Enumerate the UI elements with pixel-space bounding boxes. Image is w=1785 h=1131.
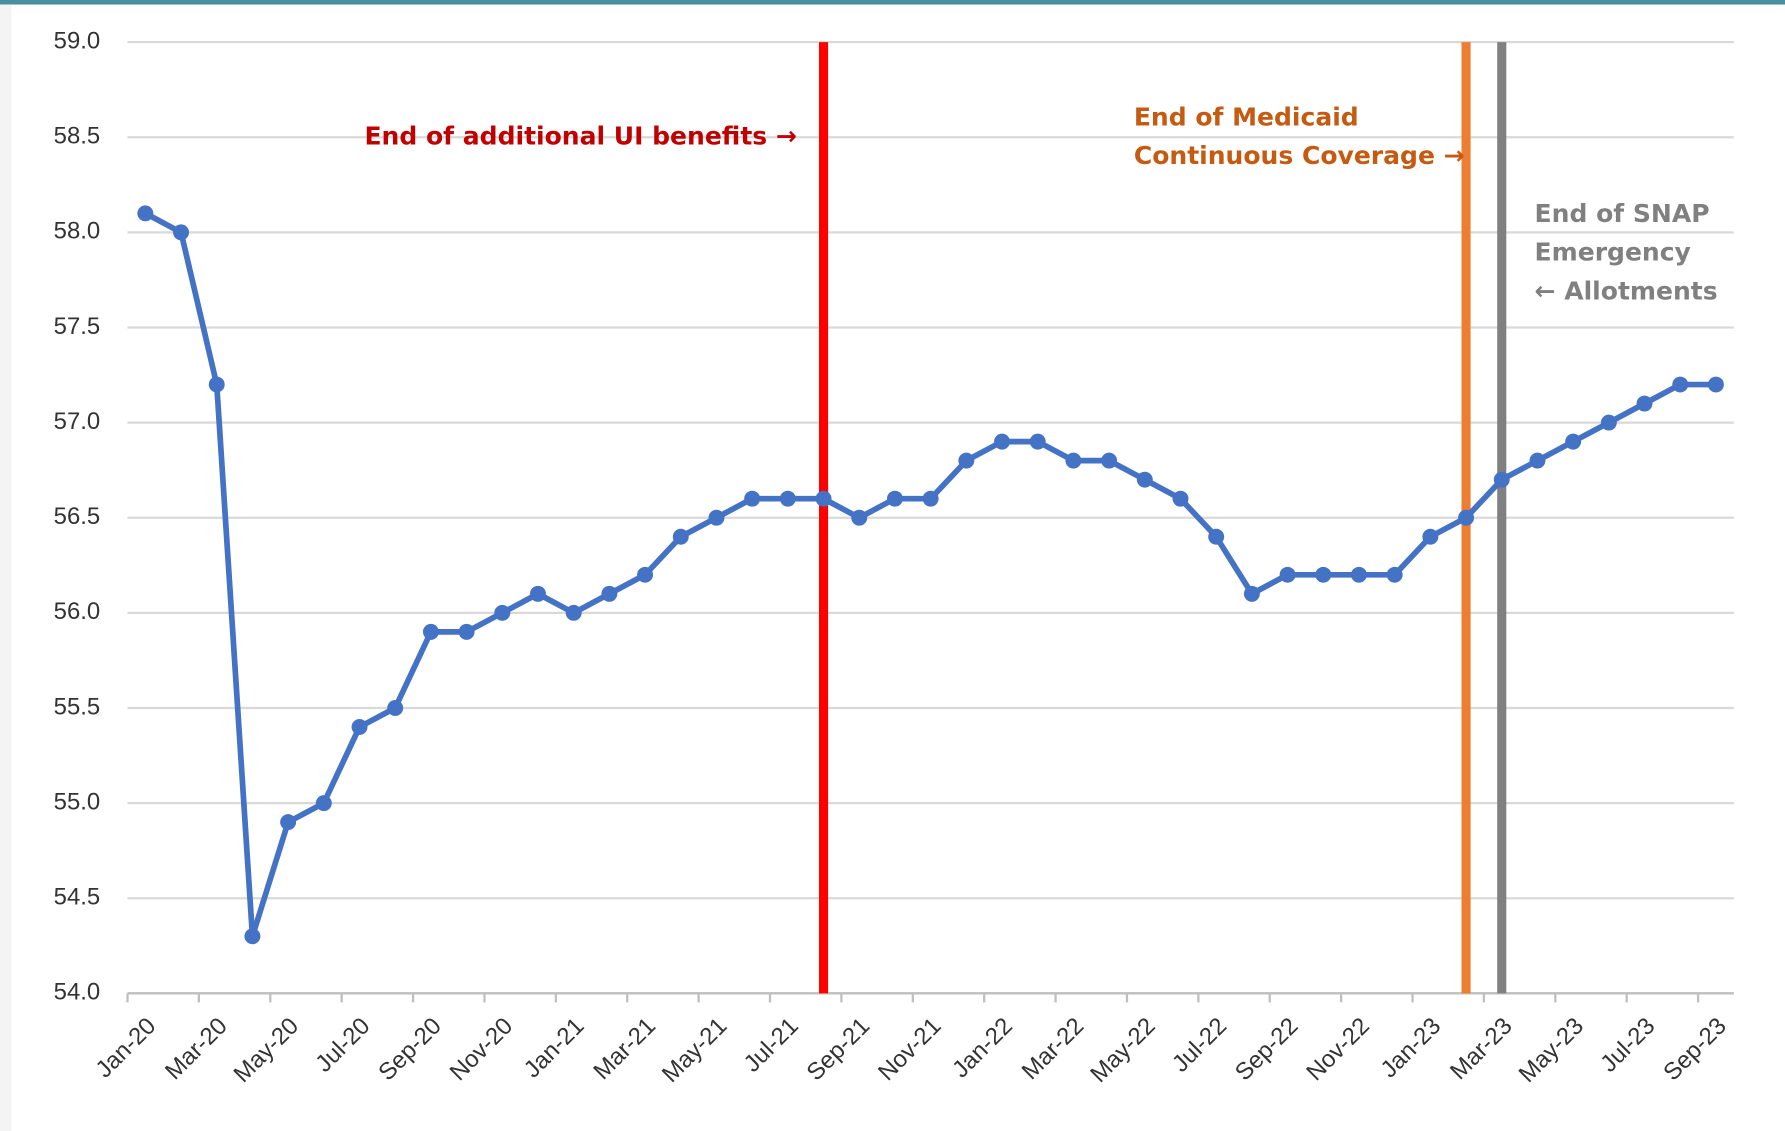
data-point — [1707, 376, 1724, 393]
data-point — [815, 490, 832, 507]
data-point — [1600, 414, 1617, 431]
top-border — [0, 0, 1785, 5]
data-point — [1351, 566, 1367, 583]
data-point — [886, 490, 903, 507]
data-point — [1279, 566, 1296, 583]
data-point — [315, 795, 332, 812]
data-point — [1636, 395, 1653, 412]
y-tick-label: 59.0 — [54, 27, 101, 54]
y-tick-label: 55.5 — [54, 693, 101, 720]
data-point — [1386, 566, 1403, 583]
data-point — [1029, 433, 1046, 450]
data-point — [744, 490, 761, 507]
data-point — [958, 452, 975, 469]
data-point — [530, 585, 546, 602]
data-point — [637, 566, 654, 583]
data-point — [280, 814, 297, 831]
data-point — [922, 490, 939, 507]
y-tick-label: 54.5 — [54, 884, 101, 911]
data-point — [173, 224, 190, 241]
data-point — [1529, 452, 1546, 469]
data-point — [672, 528, 689, 545]
data-point — [387, 699, 404, 716]
data-point — [1565, 433, 1582, 450]
y-tick-label: 57.5 — [54, 313, 101, 340]
data-point — [1208, 528, 1225, 545]
data-point — [779, 490, 796, 507]
data-point — [1315, 566, 1332, 583]
data-point — [994, 433, 1010, 450]
y-tick-label: 58.5 — [54, 123, 101, 150]
annotation: End of Medicaid — [1134, 102, 1359, 131]
data-point — [565, 604, 582, 621]
annotation: Continuous Coverage → — [1134, 141, 1465, 170]
y-tick-label: 56.0 — [54, 598, 101, 625]
data-point — [137, 205, 154, 222]
annotation: End of additional UI benefits → — [364, 122, 796, 151]
data-point — [1172, 490, 1189, 507]
data-point — [1422, 528, 1439, 545]
y-tick-label: 58.0 — [54, 218, 101, 245]
y-tick-label: 54.0 — [54, 979, 101, 1006]
data-point — [244, 928, 261, 945]
data-point — [1065, 452, 1082, 469]
annotation: Emergency — [1535, 238, 1691, 267]
data-point — [1243, 585, 1260, 602]
data-point — [601, 585, 618, 602]
data-point — [494, 604, 511, 621]
data-point — [1136, 471, 1153, 488]
data-point — [351, 719, 368, 735]
left-border — [0, 4, 12, 1131]
annotation: ← Allotments — [1535, 276, 1718, 305]
data-point — [1672, 376, 1689, 393]
data-point — [1493, 471, 1510, 488]
data-point — [208, 376, 225, 393]
data-point — [851, 509, 868, 526]
y-tick-label: 56.5 — [54, 503, 101, 530]
y-tick-label: 55.0 — [54, 788, 101, 815]
data-point — [708, 509, 725, 526]
data-point — [1458, 509, 1475, 526]
y-tick-label: 57.0 — [54, 408, 101, 435]
data-point — [422, 623, 439, 640]
data-point — [1101, 452, 1118, 469]
data-point — [458, 623, 475, 640]
annotation: End of SNAP — [1535, 199, 1710, 228]
